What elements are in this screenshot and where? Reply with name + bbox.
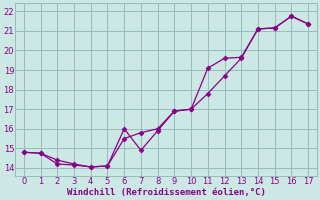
- X-axis label: Windchill (Refroidissement éolien,°C): Windchill (Refroidissement éolien,°C): [67, 188, 266, 197]
